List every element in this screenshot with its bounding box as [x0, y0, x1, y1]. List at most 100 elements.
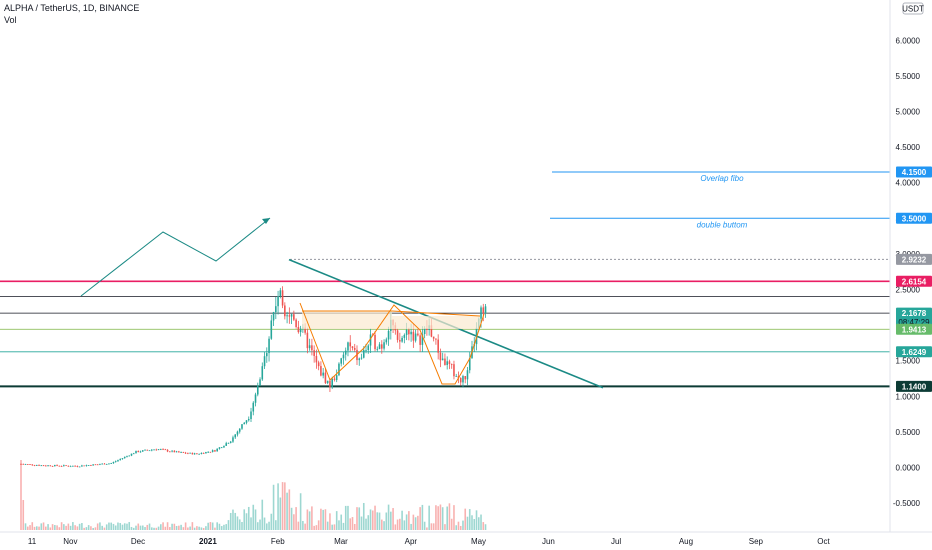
candle-body	[482, 307, 485, 314]
candle-body	[135, 451, 137, 454]
volume-bar	[121, 524, 124, 530]
time-axis[interactable]: 11 Nov Dec 2021 Feb Mar Apr May Jun Jul Aug Sep Oct	[0, 531, 932, 546]
volume-bar	[126, 523, 128, 530]
volume-bar	[173, 523, 176, 530]
candle-body	[247, 419, 250, 421]
volume-bar	[47, 524, 49, 530]
candle-body	[353, 347, 356, 350]
candle-body	[290, 314, 293, 317]
candle-body	[338, 363, 340, 376]
candle-body	[85, 465, 88, 467]
volume-bar	[468, 509, 471, 530]
y-tick-label: 1.5000	[896, 357, 921, 366]
candle-body	[24, 464, 27, 465]
volume-bar	[63, 524, 65, 530]
candle-body	[448, 361, 451, 365]
volume-bar	[232, 509, 234, 530]
candle-body	[426, 328, 428, 330]
volume-bar	[182, 527, 185, 530]
volume-bar	[205, 526, 207, 530]
candle-body	[347, 342, 349, 351]
volume-bar	[482, 522, 485, 530]
candle-body	[76, 466, 79, 467]
candle-body	[81, 465, 83, 467]
y-tick-label: 4.5000	[896, 143, 921, 152]
volume-bar	[227, 520, 230, 530]
volume-bar	[272, 484, 275, 530]
volume-bar	[351, 517, 354, 530]
price-tag	[896, 212, 932, 224]
pattern-box	[302, 311, 392, 329]
volume-bar	[35, 526, 38, 530]
candle-body	[169, 451, 171, 453]
volume-bar	[387, 504, 390, 530]
volume-bar	[344, 505, 347, 530]
candle-body	[351, 346, 354, 348]
candle-body	[56, 465, 58, 466]
volume-bar	[171, 523, 173, 530]
candle-body	[166, 449, 169, 452]
volume-bar	[304, 523, 306, 530]
volume-bar	[65, 525, 67, 530]
volume-bar	[426, 527, 428, 530]
candle-body	[376, 348, 379, 350]
volume-bar	[308, 511, 311, 530]
candle-body	[200, 452, 203, 454]
candle-body	[326, 380, 329, 384]
volume-bar	[175, 525, 178, 530]
volume-bar	[250, 517, 252, 530]
candle-body	[459, 378, 462, 383]
candle-body	[78, 466, 81, 468]
y-tick-label: 5.0000	[896, 108, 921, 117]
candle-body	[265, 353, 268, 357]
volume-bar	[31, 522, 34, 530]
volume-bar	[340, 514, 343, 530]
y-tick-label: 0.0000	[896, 464, 921, 473]
volume-bar	[72, 522, 74, 530]
volume-bar	[448, 503, 451, 530]
candle-body	[236, 431, 239, 435]
volume-bar	[189, 526, 191, 530]
volume-bar	[284, 482, 286, 530]
candle-body	[419, 335, 421, 345]
candle-body	[256, 385, 259, 395]
y-tick-label: 5.5000	[896, 72, 921, 81]
volume-bar	[347, 505, 349, 530]
volume-bar	[105, 524, 108, 530]
candle-body	[33, 465, 36, 466]
candle-body	[20, 463, 22, 465]
candle-body	[171, 450, 173, 452]
y-tick-label: 2.5000	[896, 286, 921, 295]
candle-body	[54, 465, 56, 467]
candle-body	[279, 290, 282, 297]
candle-body	[42, 465, 45, 467]
candle-body	[40, 465, 43, 467]
candle-body	[408, 329, 410, 335]
volume-bar	[74, 525, 76, 530]
price-tag-label: 3.5000	[902, 214, 927, 223]
candle-body	[101, 463, 103, 465]
candle-body	[123, 456, 126, 459]
candle-body	[146, 449, 149, 451]
candle-body	[130, 453, 133, 456]
price-tag	[896, 346, 932, 358]
volume-bar	[385, 512, 388, 530]
candle-body	[484, 306, 487, 314]
candle-body	[313, 350, 315, 356]
candle-body	[105, 464, 108, 465]
volume-bar	[202, 527, 205, 530]
candle-body	[295, 319, 297, 327]
candle-body	[480, 307, 482, 319]
volume-bar	[114, 525, 117, 530]
price-axis[interactable]: 6.00005.50005.00004.50004.00003.50003.00…	[889, 0, 924, 532]
candle-body	[90, 465, 92, 466]
volume-bar	[315, 525, 318, 530]
candle-body	[360, 357, 363, 359]
volume-bar	[209, 522, 212, 530]
candle-body	[232, 437, 234, 442]
volume-bar	[169, 527, 171, 530]
projection-arrowhead	[262, 218, 270, 224]
candle-body	[155, 449, 158, 451]
y-tick-label: -0.5000	[893, 499, 921, 508]
